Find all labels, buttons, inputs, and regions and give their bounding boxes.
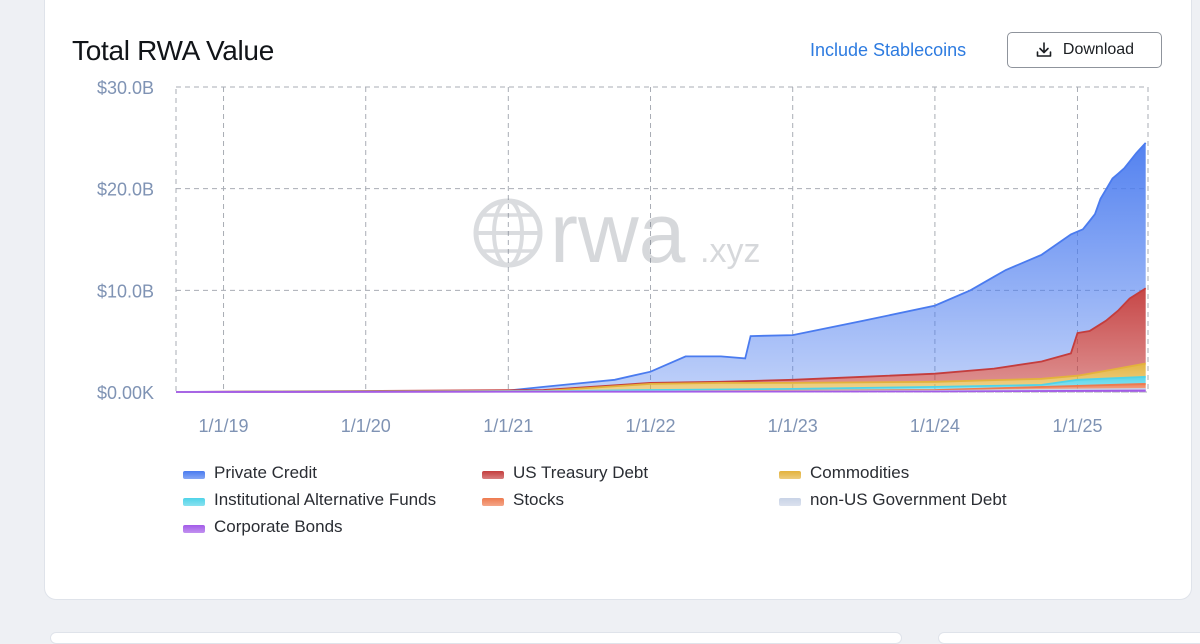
y-tick-label: $10.0B [97,281,154,301]
area-private-credit [176,142,1146,392]
line-corporate-bonds [175,389,1146,393]
x-tick-label: 1/1/19 [199,416,249,436]
x-tick-label: 1/1/21 [483,416,533,436]
x-tick-label: 1/1/25 [1052,416,1102,436]
download-button[interactable]: Download [1007,32,1162,68]
legend-swatch [183,471,205,479]
rwa-watermark: rwa .xyz [473,186,760,280]
next-card-edge [50,632,902,644]
legend-swatch [482,471,504,479]
line-commodities [175,362,1146,393]
y-tick-label: $30.0B [97,78,154,98]
legend-swatch [183,498,205,506]
watermark-suffix: .xyz [700,232,760,270]
legend-label: Commodities [810,463,910,482]
legend-swatch [779,471,801,479]
line-us-treasury-debt [175,287,1147,393]
globe-icon [473,198,543,268]
legend-item[interactable]: Corporate Bonds [183,517,343,537]
download-label: Download [1062,41,1135,58]
line-private-credit [175,142,1147,393]
y-axis: $0.00K $10.0B $20.0B $30.0B [97,78,154,403]
chart-areas [175,142,1147,393]
legend-item[interactable]: Commodities [779,463,909,483]
y-tick-label: $20.0B [97,180,154,200]
x-tick-label: 1/1/22 [625,416,675,436]
include-stablecoins-link[interactable]: Include Stablecoins [810,40,967,60]
download-icon [1035,41,1053,59]
legend-swatch [779,498,801,506]
legend-label: Institutional Alternative Funds [214,490,437,509]
x-axis: 1/1/19 1/1/20 1/1/21 1/1/22 1/1/23 1/1/24 1/1/… [199,416,1103,436]
x-tick-label: 1/1/20 [341,416,391,436]
legend-swatch [482,498,504,506]
legend-label: Stocks [513,490,565,509]
legend-label: US Treasury Debt [513,463,649,482]
legend-item[interactable]: Private Credit [183,463,317,483]
legend-label: Corporate Bonds [214,517,343,536]
legend-item[interactable]: non-US Government Debt [779,490,1007,510]
chart-title: Total RWA Value [72,35,274,66]
legend-item[interactable]: US Treasury Debt [482,463,648,483]
watermark-brand: rwa [550,186,686,280]
x-tick-label: 1/1/23 [768,416,818,436]
legend-label: Private Credit [214,463,317,482]
legend-label: non-US Government Debt [810,490,1007,509]
next-card-edge-right [938,632,1200,644]
legend-item[interactable]: Institutional Alternative Funds [183,490,436,510]
x-tick-label: 1/1/24 [910,416,960,436]
area-commodities [176,363,1146,392]
legend-swatch [183,525,205,533]
y-tick-label: $0.00K [97,383,154,403]
legend-item[interactable]: Stocks [482,490,564,510]
